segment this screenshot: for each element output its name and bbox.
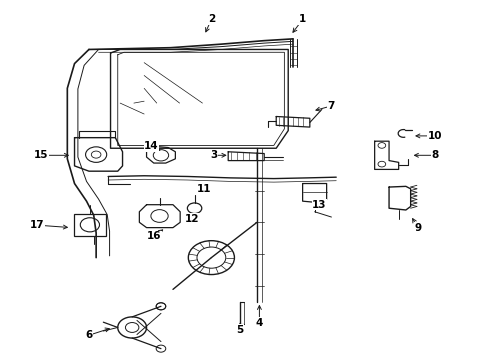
Text: 5: 5 [237, 325, 244, 335]
Text: 16: 16 [147, 231, 161, 242]
Text: 11: 11 [197, 184, 211, 194]
Text: 17: 17 [30, 220, 45, 230]
Text: 3: 3 [210, 150, 218, 160]
Text: 2: 2 [208, 14, 215, 24]
Text: 8: 8 [431, 150, 438, 160]
Text: 9: 9 [415, 222, 421, 233]
Text: 1: 1 [299, 14, 306, 24]
Text: 6: 6 [85, 330, 93, 340]
Bar [74, 214, 106, 236]
Text: 15: 15 [34, 150, 48, 160]
Text: 14: 14 [144, 141, 159, 152]
Text: 7: 7 [328, 101, 335, 111]
Text: 10: 10 [427, 131, 442, 141]
Text: 4: 4 [256, 318, 263, 328]
Text: 12: 12 [185, 214, 199, 224]
Text: 13: 13 [312, 200, 327, 210]
